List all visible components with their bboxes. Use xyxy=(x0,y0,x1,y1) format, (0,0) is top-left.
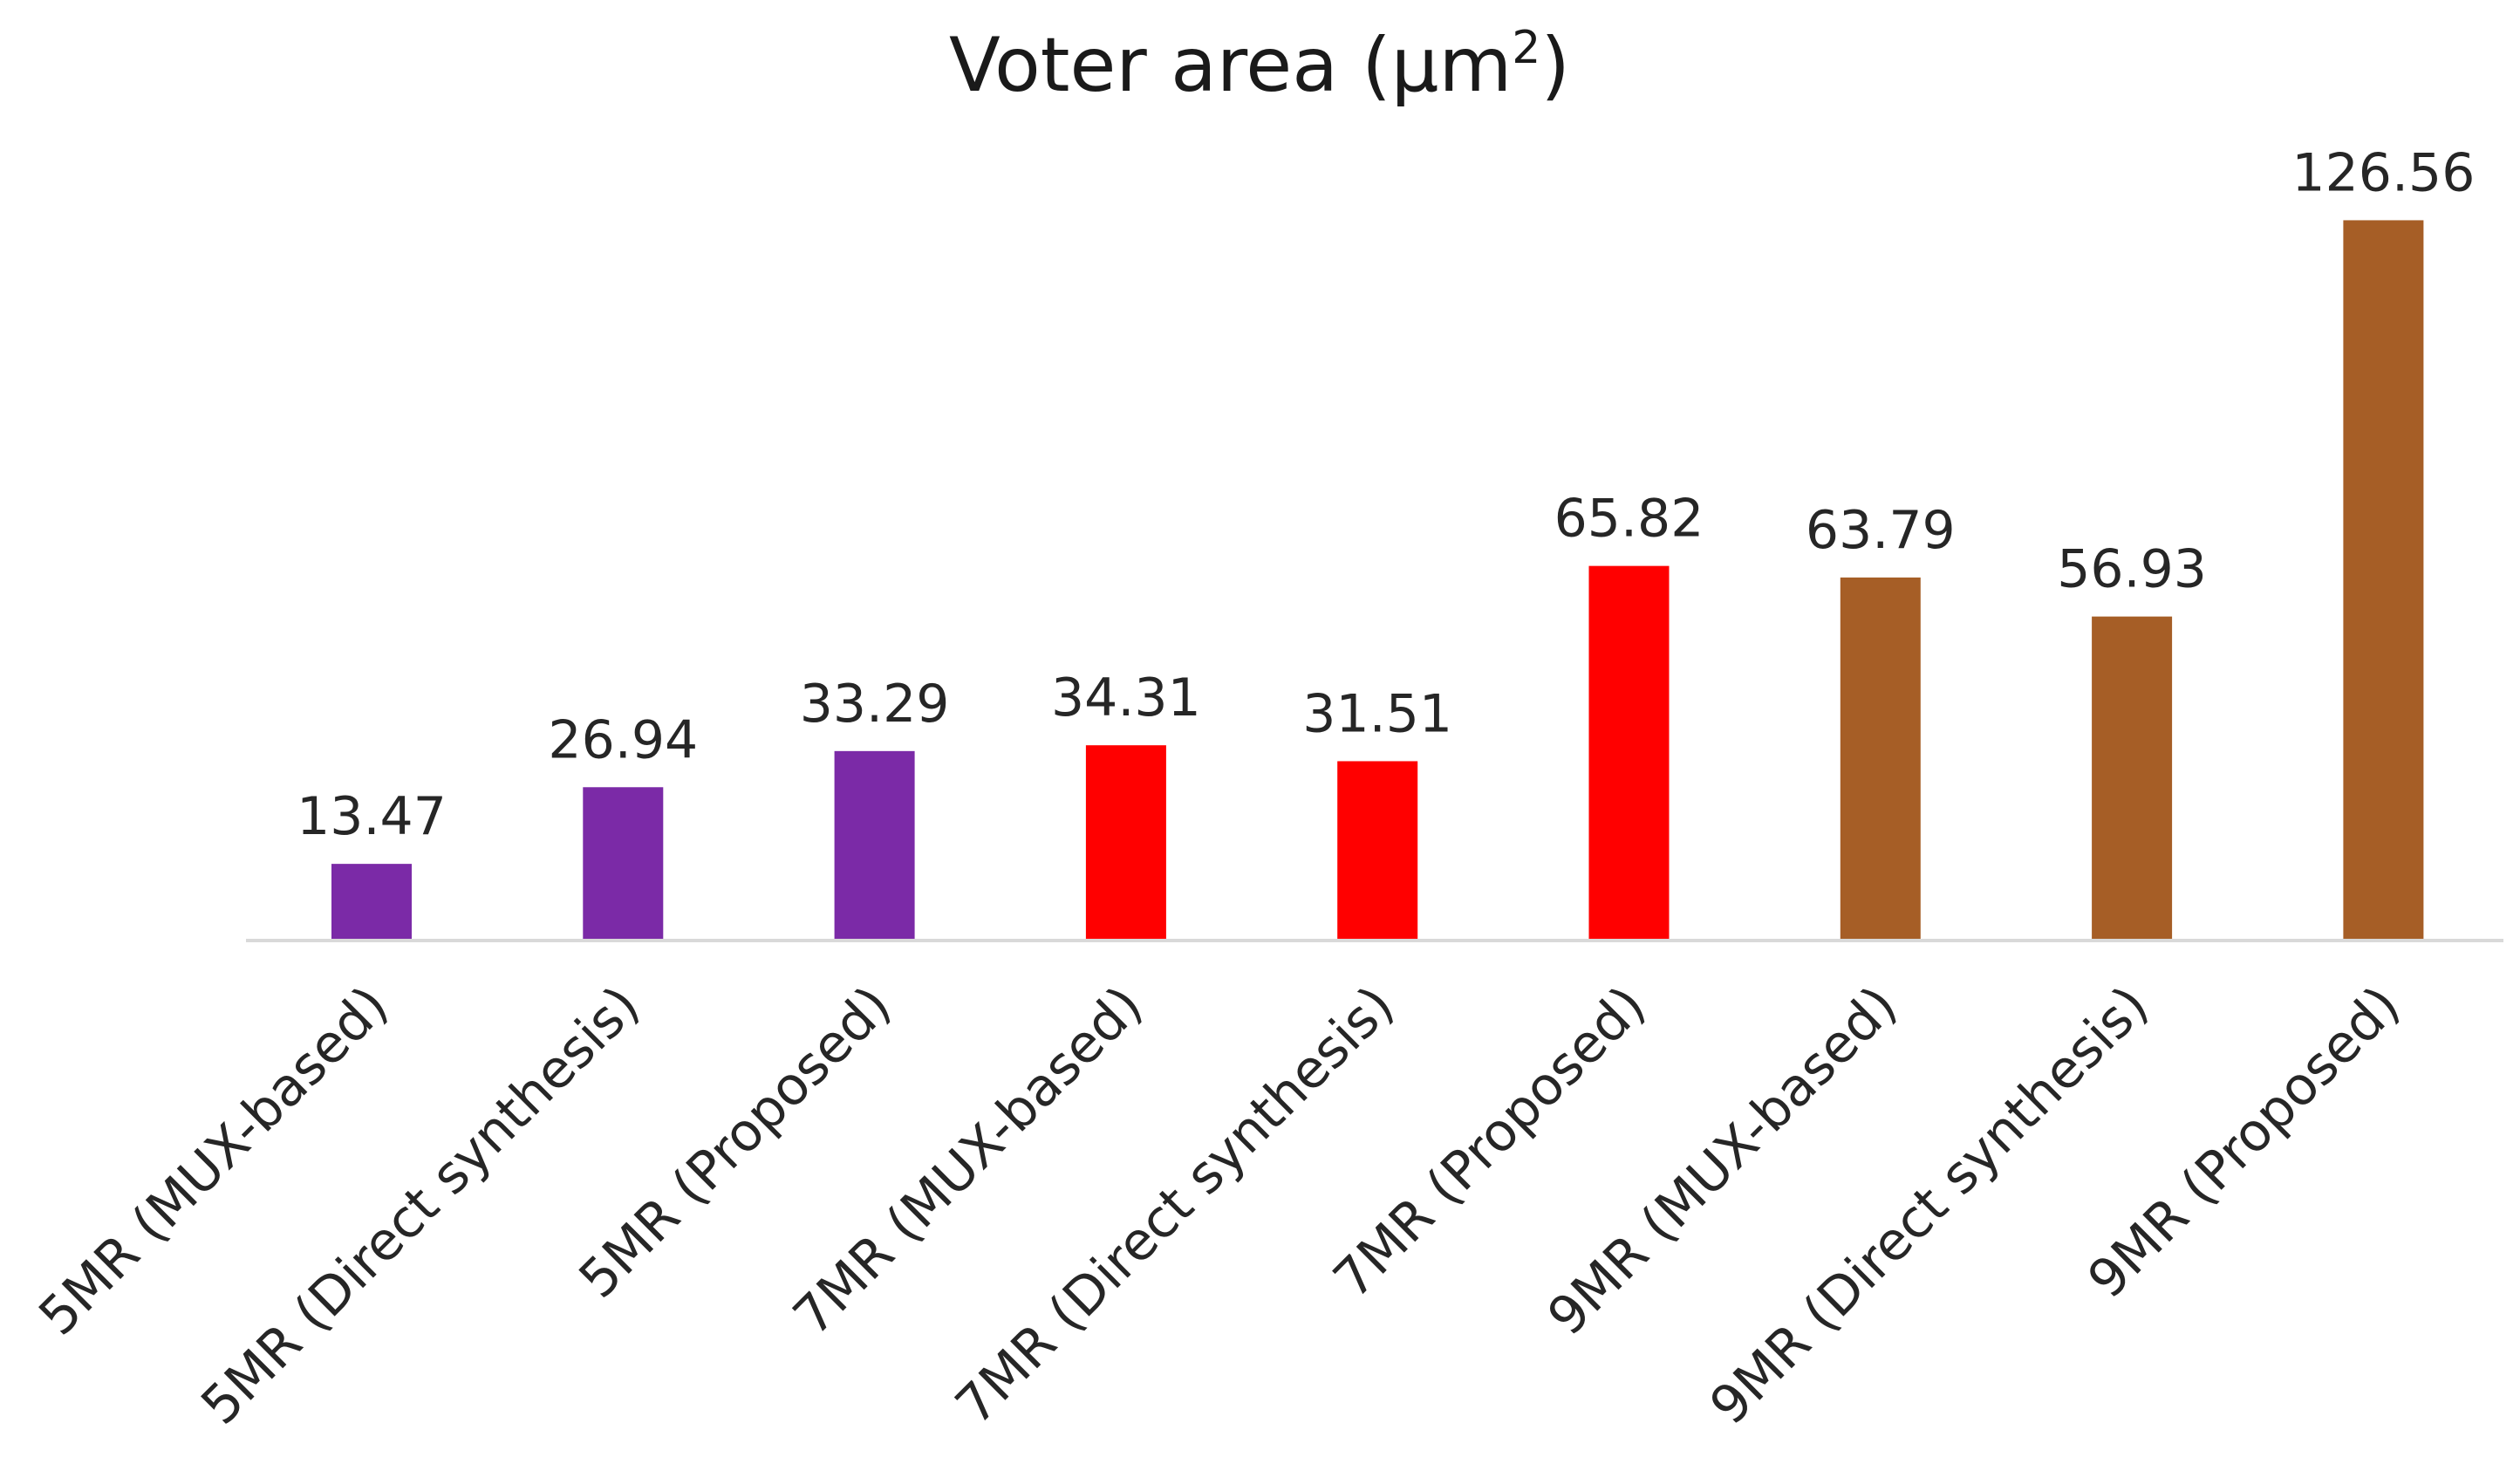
chart-title: Voter area (µm2) xyxy=(949,22,1570,109)
chart-title-suffix: ) xyxy=(1540,22,1570,109)
data-label-4: 34.31 xyxy=(1051,667,1201,729)
chart-title-main: Voter area (µm xyxy=(949,22,1512,109)
tick-labels-group: 5MR (MUX-based)5MR (Direct synthesis)5MR… xyxy=(27,975,2412,1436)
data-label-8: 56.93 xyxy=(2057,539,2207,600)
x-tick-label-8: 9MR (Direct synthesis) xyxy=(1698,975,2160,1436)
chart-title-superscript: 2 xyxy=(1512,22,1540,74)
bar-2 xyxy=(583,787,664,941)
bar-5 xyxy=(1337,761,1418,941)
data-label-1: 13.47 xyxy=(297,786,447,847)
data-label-5: 31.51 xyxy=(1302,683,1452,744)
data-label-7: 63.79 xyxy=(1806,500,1956,561)
bar-6 xyxy=(1588,565,1670,941)
data-label-6: 65.82 xyxy=(1554,489,1704,550)
bar-8 xyxy=(2092,616,2173,941)
data-label-2: 26.94 xyxy=(548,709,698,770)
x-tick-label-5: 7MR (Direct synthesis) xyxy=(944,975,1405,1436)
bar-7 xyxy=(1840,577,1921,941)
data-label-3: 33.29 xyxy=(800,674,950,735)
data-label-9: 126.56 xyxy=(2291,142,2475,203)
bar-3 xyxy=(834,750,915,941)
bar-9 xyxy=(2343,220,2424,941)
data-labels-group: 13.47 26.94 33.29 34.31 31.51 65.82 63.79 56.93… xyxy=(297,142,2475,847)
bar-4 xyxy=(1085,745,1166,941)
x-tick-label-2: 5MR (Direct synthesis) xyxy=(189,975,651,1436)
bars-group xyxy=(331,220,2424,941)
bar-1 xyxy=(331,864,412,941)
